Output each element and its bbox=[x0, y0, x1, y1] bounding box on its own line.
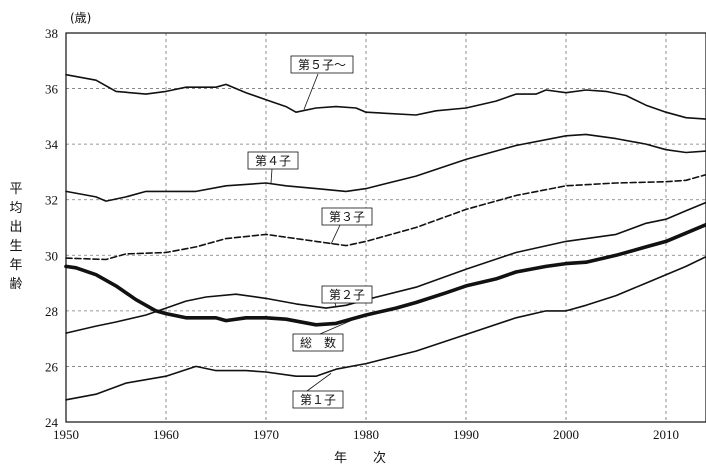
series-line-2 bbox=[65, 173, 706, 261]
annotation-leader-1 bbox=[270, 168, 273, 184]
y-axis-label-char: 平 bbox=[9, 182, 22, 197]
series-label-5: 第１子 bbox=[300, 393, 336, 407]
x-tick-label: 1960 bbox=[153, 427, 179, 442]
annotation-box-1 bbox=[247, 151, 299, 170]
annotation-leader-2 bbox=[330, 224, 341, 245]
series-label-3: 第２子 bbox=[329, 288, 365, 302]
y-tick-label: 36 bbox=[45, 82, 59, 97]
series-line-4 bbox=[64, 222, 706, 327]
series-label-1: 第４子 bbox=[255, 154, 291, 168]
y-unit-label: (歳) bbox=[70, 11, 91, 25]
annotation-box-3 bbox=[321, 285, 373, 304]
y-tick-label: 34 bbox=[45, 137, 59, 152]
annotation-leader-5 bbox=[306, 373, 332, 392]
y-axis-label-char: 均 bbox=[9, 201, 22, 216]
series-line-5 bbox=[65, 255, 706, 401]
y-axis-label-char: 齢 bbox=[9, 277, 22, 292]
x-axis-label: 年 次 bbox=[334, 450, 386, 465]
x-tick-label: 1990 bbox=[453, 427, 479, 442]
series-label-0: 第５子～ bbox=[298, 58, 346, 72]
series-line-0 bbox=[65, 73, 706, 120]
y-axis-label-char: 出 bbox=[9, 220, 22, 235]
annotation-box-5 bbox=[292, 390, 344, 409]
plot-frame bbox=[65, 32, 706, 423]
x-tick-label: 2010 bbox=[653, 427, 679, 442]
series-line-1 bbox=[65, 133, 706, 202]
x-tick-label: 2000 bbox=[553, 427, 579, 442]
x-tick-label: 1950 bbox=[53, 427, 79, 442]
series-label-2: 第３子 bbox=[329, 210, 365, 224]
x-tick-label: 1970 bbox=[253, 427, 279, 442]
series-label-4: 総 数 bbox=[300, 335, 336, 350]
annotation-box-4 bbox=[292, 333, 344, 352]
annotation-leader-0 bbox=[303, 73, 319, 110]
y-tick-label: 26 bbox=[45, 359, 59, 374]
annotation-box-0 bbox=[290, 55, 354, 74]
y-axis-label-char: 年 bbox=[9, 258, 22, 273]
y-tick-label: 28 bbox=[45, 304, 58, 319]
y-tick-label: 24 bbox=[45, 415, 59, 430]
y-tick-label: 38 bbox=[45, 26, 58, 41]
axis-ticks: 1950 1960 1970 1980 1990 2000 2010 24 26 28 30 32 34… bbox=[45, 26, 679, 442]
y-axis-label-char: 生 bbox=[9, 239, 22, 254]
y-tick-label: 30 bbox=[45, 248, 58, 263]
annotation-box-2 bbox=[321, 207, 373, 226]
y-tick-label: 32 bbox=[45, 193, 58, 208]
annotation-leader-3 bbox=[334, 302, 337, 307]
annotation-leader-4 bbox=[319, 320, 352, 335]
x-tick-label: 1980 bbox=[353, 427, 379, 442]
series-group bbox=[64, 73, 706, 401]
